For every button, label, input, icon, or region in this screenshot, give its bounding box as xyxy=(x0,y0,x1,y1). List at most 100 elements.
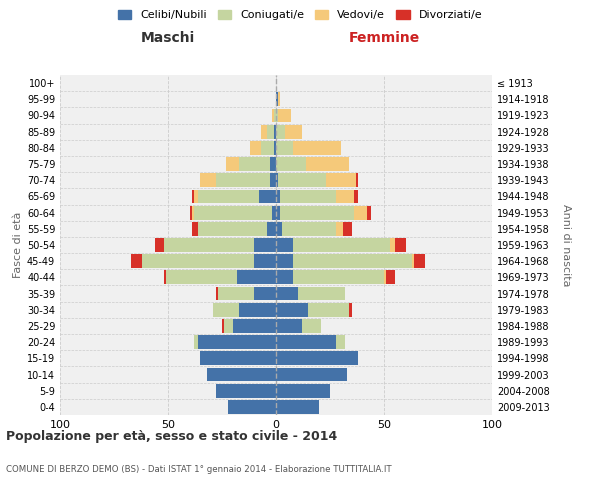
Bar xyxy=(250,141,261,154)
Bar xyxy=(259,190,276,203)
Bar xyxy=(276,206,280,220)
Bar xyxy=(337,190,354,203)
Bar xyxy=(276,92,278,106)
Bar xyxy=(354,190,358,203)
Bar xyxy=(254,286,276,300)
Bar xyxy=(356,174,358,187)
Bar xyxy=(261,141,274,154)
Bar xyxy=(237,270,276,284)
Text: COMUNE DI BERZO DEMO (BS) - Dati ISTAT 1° gennaio 2014 - Elaborazione TUTTITALIA: COMUNE DI BERZO DEMO (BS) - Dati ISTAT 1… xyxy=(6,465,392,474)
Text: Popolazione per età, sesso e stato civile - 2014: Popolazione per età, sesso e stato civil… xyxy=(6,430,337,443)
Bar xyxy=(293,141,341,154)
Bar xyxy=(214,303,239,316)
Bar xyxy=(261,125,268,138)
Bar xyxy=(192,206,194,220)
Bar xyxy=(198,336,276,349)
Bar xyxy=(276,336,337,349)
Bar xyxy=(200,174,215,187)
Bar xyxy=(269,174,276,187)
Bar xyxy=(272,108,274,122)
Bar xyxy=(269,157,276,171)
Text: Maschi: Maschi xyxy=(141,31,195,45)
Bar xyxy=(226,157,239,171)
Bar xyxy=(283,222,337,235)
Bar xyxy=(272,206,276,220)
Bar xyxy=(386,270,395,284)
Bar xyxy=(412,254,414,268)
Bar xyxy=(239,157,269,171)
Bar xyxy=(337,336,345,349)
Bar xyxy=(278,92,280,106)
Bar xyxy=(215,384,276,398)
Bar xyxy=(194,190,198,203)
Bar xyxy=(308,303,349,316)
Bar xyxy=(268,222,276,235)
Bar xyxy=(254,254,276,268)
Bar xyxy=(276,286,298,300)
Bar xyxy=(276,303,308,316)
Bar xyxy=(367,206,371,220)
Bar xyxy=(194,206,272,220)
Bar xyxy=(293,254,412,268)
Bar xyxy=(276,108,278,122)
Bar xyxy=(254,238,276,252)
Bar xyxy=(337,222,343,235)
Bar xyxy=(298,286,345,300)
Bar xyxy=(276,400,319,414)
Bar xyxy=(198,222,268,235)
Bar xyxy=(200,352,276,365)
Bar xyxy=(278,108,291,122)
Bar xyxy=(276,319,302,333)
Bar xyxy=(190,206,192,220)
Y-axis label: Fasce di età: Fasce di età xyxy=(13,212,23,278)
Bar xyxy=(164,238,254,252)
Bar xyxy=(239,303,276,316)
Bar xyxy=(293,238,391,252)
Bar xyxy=(218,286,254,300)
Bar xyxy=(131,254,142,268)
Bar xyxy=(276,384,330,398)
Bar xyxy=(414,254,425,268)
Bar xyxy=(384,270,386,284)
Bar xyxy=(395,238,406,252)
Legend: Celibi/Nubili, Coniugati/e, Vedovi/e, Divorziati/e: Celibi/Nubili, Coniugati/e, Vedovi/e, Di… xyxy=(113,6,487,25)
Bar xyxy=(142,254,254,268)
Bar xyxy=(278,174,326,187)
Bar xyxy=(215,286,218,300)
Bar xyxy=(215,174,269,187)
Bar xyxy=(276,352,358,365)
Bar xyxy=(274,108,276,122)
Bar xyxy=(198,190,259,203)
Bar xyxy=(276,254,293,268)
Bar xyxy=(164,270,166,284)
Bar xyxy=(354,206,367,220)
Bar xyxy=(349,303,352,316)
Bar xyxy=(166,270,237,284)
Bar xyxy=(276,222,283,235)
Bar xyxy=(222,319,224,333)
Bar xyxy=(224,319,233,333)
Bar xyxy=(280,206,354,220)
Bar xyxy=(284,125,302,138)
Text: Femmine: Femmine xyxy=(349,31,419,45)
Bar xyxy=(207,368,276,382)
Bar xyxy=(274,141,276,154)
Bar xyxy=(276,125,284,138)
Bar xyxy=(391,238,395,252)
Bar xyxy=(276,368,347,382)
Bar xyxy=(233,319,276,333)
Bar xyxy=(229,400,276,414)
Bar xyxy=(194,336,198,349)
Bar xyxy=(326,174,356,187)
Bar xyxy=(293,270,384,284)
Y-axis label: Anni di nascita: Anni di nascita xyxy=(561,204,571,286)
Bar xyxy=(276,190,280,203)
Bar xyxy=(276,157,306,171)
Bar xyxy=(192,222,198,235)
Bar xyxy=(306,157,349,171)
Bar xyxy=(155,238,164,252)
Bar xyxy=(192,190,194,203)
Bar xyxy=(276,174,278,187)
Bar xyxy=(343,222,352,235)
Bar xyxy=(276,238,293,252)
